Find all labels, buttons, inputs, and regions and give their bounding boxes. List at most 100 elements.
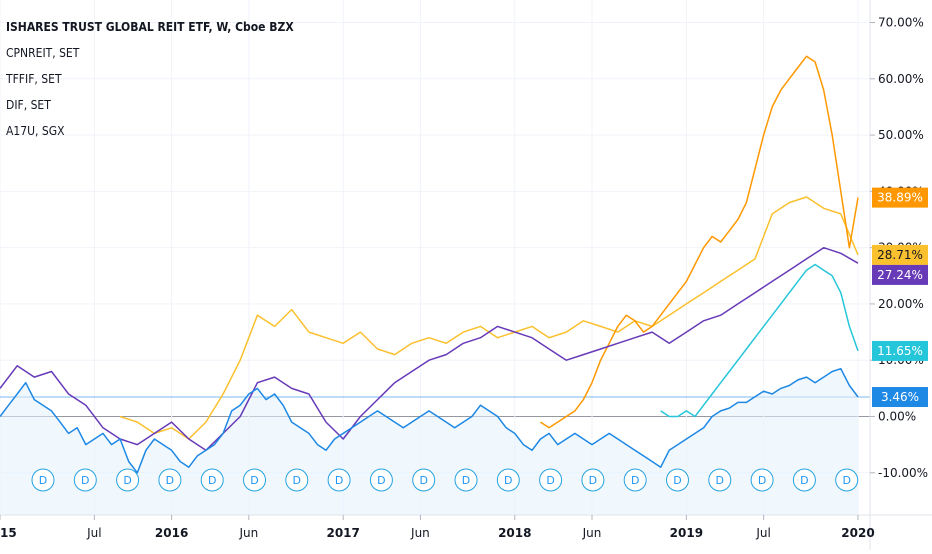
dividend-marker-circle: [708, 468, 732, 492]
dividend-marker-circle: [200, 468, 224, 492]
x-tick-label: 2016: [155, 526, 188, 540]
dividend-marker-label: D: [81, 474, 89, 487]
dividend-marker[interactable]: D: [792, 468, 816, 492]
dividend-marker-circle: [243, 468, 266, 492]
dividend-marker[interactable]: D: [285, 468, 309, 492]
dividend-marker-label: D: [673, 474, 681, 487]
dividend-marker-circle: [581, 468, 605, 492]
x-tick-label: Jul: [755, 526, 770, 540]
last-value-label: 11.65%: [872, 340, 928, 361]
dividend-marker-label: D: [419, 474, 427, 487]
dividend-marker-label: D: [293, 474, 301, 487]
last-value-badge: [872, 264, 928, 285]
x-tick-label: 2015: [0, 526, 17, 540]
dividend-marker-circle: [31, 468, 55, 492]
dividend-marker-label: D: [504, 474, 512, 487]
last-value-label: 38.89%: [872, 187, 928, 208]
series-line-a17u: [0, 367, 859, 474]
dividend-marker-label: D: [377, 474, 385, 487]
series-line-cpnreit: [0, 246, 859, 452]
dividend-marker-circle: [539, 468, 563, 492]
dividend-marker-circle: [454, 468, 478, 492]
last-value-badge: [872, 244, 928, 265]
last-value-label: 27.24%: [872, 264, 928, 285]
dividend-marker[interactable]: D: [581, 468, 605, 492]
last-value-labels: 38.89% 28.71% 27.24% 11.65% 3.46%: [872, 187, 928, 408]
series-line-ishares-trust-global-reit-etf: [660, 263, 859, 418]
dividend-marker[interactable]: D: [327, 468, 351, 492]
dividend-marker[interactable]: D: [454, 468, 478, 492]
dividend-marker-label: D: [716, 474, 724, 487]
last-value-text: 3.46%: [881, 390, 919, 404]
last-value-text: 38.89%: [877, 191, 923, 205]
dividend-marker[interactable]: D: [539, 468, 563, 492]
y-tick-label: 70.00%: [878, 16, 924, 30]
last-value-label: 28.71%: [872, 244, 928, 265]
dividend-marker[interactable]: D: [666, 468, 689, 492]
dividend-marker[interactable]: D: [200, 468, 224, 492]
dividend-marker-circle: [666, 468, 689, 492]
x-axis: 2015 Jul 2016 Jun 2017 Jun 2018 Jun 2019 Jul 2020: [0, 514, 932, 540]
dividend-marker[interactable]: D: [369, 468, 393, 492]
legend-item-dif[interactable]: DIF, SET: [6, 98, 51, 112]
dividend-marker[interactable]: D: [835, 468, 859, 492]
dividend-marker-circle: [158, 468, 182, 492]
grid-lines: [0, 0, 870, 515]
dividend-marker-label: D: [39, 474, 47, 487]
dividend-marker-label: D: [250, 474, 258, 487]
dividend-marker-label: D: [208, 474, 216, 487]
last-value-text: 11.65%: [877, 344, 923, 358]
legend-item-a17u[interactable]: A17U, SGX: [6, 124, 65, 138]
dividend-marker[interactable]: D: [496, 468, 520, 492]
dividend-marker[interactable]: D: [116, 468, 140, 492]
dividend-marker[interactable]: D: [158, 468, 182, 492]
legend: ISHARES TRUST GLOBAL REIT ETF, W, Cboe B…: [6, 14, 294, 144]
last-value-text: 27.24%: [877, 268, 923, 282]
legend-item-cpnreit[interactable]: CPNREIT, SET: [6, 46, 80, 60]
x-tick-label: Jun: [410, 526, 430, 540]
dividend-marker[interactable]: D: [623, 468, 647, 492]
dividend-marker-label: D: [546, 474, 554, 487]
dividend-marker-circle: [792, 468, 816, 492]
dividend-marker-label: D: [631, 474, 639, 487]
dividend-marker-circle: [750, 468, 774, 492]
legend-item-ishares[interactable]: ISHARES TRUST GLOBAL REIT ETF, W, Cboe B…: [6, 20, 294, 34]
dividend-marker-label: D: [335, 474, 343, 487]
x-tick-label: 2018: [498, 526, 531, 540]
dividend-marker-circle: [327, 468, 351, 492]
y-tick-label: 50.00%: [878, 128, 924, 142]
last-value-label: 3.46%: [872, 387, 928, 408]
y-tick-label: 0.00%: [878, 410, 916, 424]
x-tick-label: 2020: [841, 526, 874, 540]
dividend-marker-label: D: [842, 474, 850, 487]
last-value-badge: [872, 187, 928, 208]
dividend-marker[interactable]: D: [73, 468, 97, 492]
last-value-badge: [872, 387, 928, 408]
dividend-marker-circle: [412, 468, 436, 492]
last-value-text: 28.71%: [877, 248, 923, 262]
dividend-marker[interactable]: D: [412, 468, 436, 492]
dividend-marker-circle: [835, 468, 859, 492]
dividend-marker[interactable]: D: [243, 468, 266, 492]
y-tick-label: -10.00%: [878, 466, 928, 480]
legend-item-tffif[interactable]: TFFIF, SET: [6, 72, 62, 86]
dividend-marker-label: D: [166, 474, 174, 487]
dividend-marker[interactable]: D: [31, 468, 55, 492]
dividend-marker-label: D: [758, 474, 766, 487]
x-tick-label: 2017: [326, 526, 359, 540]
dividend-marker-circle: [369, 468, 393, 492]
series-line-tffif: [540, 55, 859, 429]
dividend-marker-circle: [116, 468, 140, 492]
dividend-marker[interactable]: D: [750, 468, 774, 492]
x-tick-label: Jul: [86, 526, 101, 540]
y-tick-label: 60.00%: [878, 72, 924, 86]
dividend-marker[interactable]: D: [708, 468, 732, 492]
y-tick-label: 20.00%: [878, 297, 924, 311]
dividend-marker-circle: [623, 468, 647, 492]
x-tick-label: Jun: [238, 526, 258, 540]
dividend-marker-label: D: [589, 474, 597, 487]
dividend-marker-label: D: [462, 474, 470, 487]
